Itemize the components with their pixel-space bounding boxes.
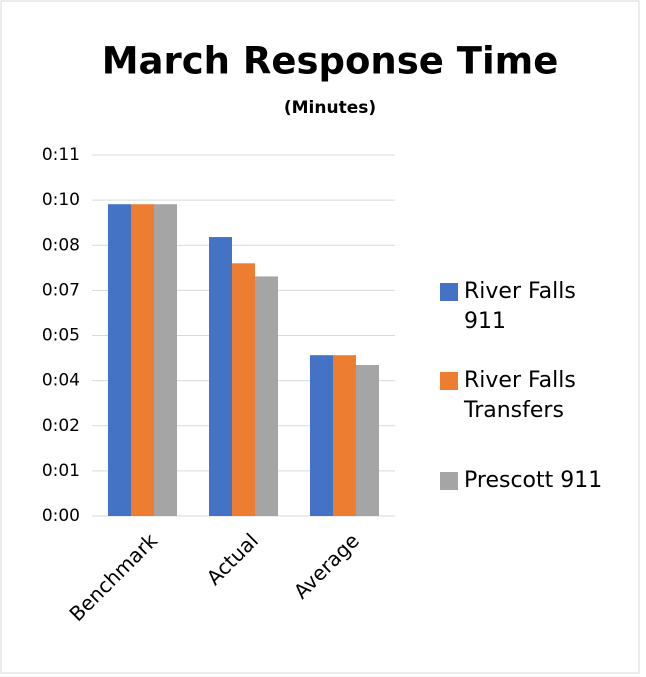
y-tick-label: 0:10	[42, 190, 80, 210]
legend-swatch	[440, 283, 458, 301]
bar	[255, 276, 278, 516]
legend-item: River Falls Transfers	[440, 366, 590, 426]
bar	[356, 365, 379, 516]
legend-label: River Falls 911	[464, 279, 576, 334]
bar	[131, 204, 154, 516]
legend-swatch	[440, 372, 458, 390]
bar	[333, 355, 356, 516]
y-tick-label: 0:11	[42, 145, 80, 165]
y-tick-label: 0:00	[42, 506, 80, 526]
legend-swatch	[440, 472, 458, 490]
bar	[310, 355, 333, 516]
chart-title: March Response Time	[102, 40, 559, 83]
bar	[108, 204, 131, 516]
legend-item: River Falls 911	[440, 277, 590, 337]
y-tick-label: 0:07	[42, 280, 80, 300]
y-tick-label: 0:01	[42, 461, 80, 481]
bar	[209, 237, 232, 516]
y-tick-label: 0:04	[42, 371, 80, 391]
legend-label: River Falls Transfers	[464, 368, 576, 423]
bar	[154, 204, 177, 516]
chart-subtitle: (Minutes)	[284, 98, 376, 118]
bar	[232, 263, 255, 516]
y-tick-label: 0:02	[42, 416, 80, 436]
y-tick-label: 0:08	[42, 235, 80, 255]
legend-item: Prescott 911	[440, 466, 640, 496]
y-tick-label: 0:05	[42, 326, 80, 346]
legend-label: Prescott 911	[464, 468, 603, 493]
